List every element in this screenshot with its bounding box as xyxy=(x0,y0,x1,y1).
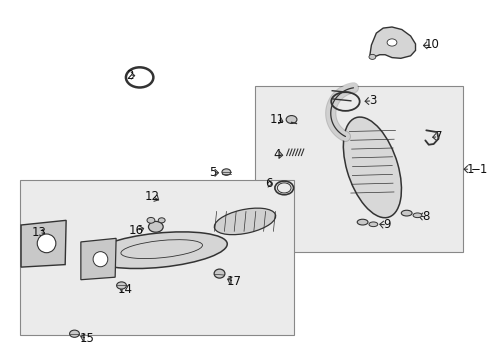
Ellipse shape xyxy=(369,54,376,59)
Ellipse shape xyxy=(343,117,401,218)
Text: −1: −1 xyxy=(470,163,488,176)
Ellipse shape xyxy=(158,218,165,223)
Polygon shape xyxy=(370,27,416,58)
Ellipse shape xyxy=(286,116,297,123)
Ellipse shape xyxy=(357,219,368,225)
Bar xyxy=(20,180,294,335)
Ellipse shape xyxy=(214,208,276,235)
Ellipse shape xyxy=(117,282,126,289)
Ellipse shape xyxy=(148,221,163,232)
Text: 6: 6 xyxy=(265,177,272,190)
Text: 5: 5 xyxy=(209,166,217,179)
Text: 10: 10 xyxy=(425,39,440,51)
Polygon shape xyxy=(81,238,116,280)
Text: 3: 3 xyxy=(368,94,376,107)
Text: 17: 17 xyxy=(227,275,242,288)
Ellipse shape xyxy=(401,210,412,216)
Ellipse shape xyxy=(70,330,79,337)
Text: 9: 9 xyxy=(383,219,391,231)
Text: 15: 15 xyxy=(80,332,95,345)
Ellipse shape xyxy=(93,252,108,267)
Ellipse shape xyxy=(387,39,397,46)
Text: 16: 16 xyxy=(129,224,144,237)
Text: 2: 2 xyxy=(126,69,134,82)
Ellipse shape xyxy=(222,169,231,175)
Text: 12: 12 xyxy=(145,190,159,203)
Text: 8: 8 xyxy=(422,210,430,223)
Ellipse shape xyxy=(91,232,227,269)
Text: 13: 13 xyxy=(32,226,47,239)
Text: 14: 14 xyxy=(118,283,132,296)
Polygon shape xyxy=(21,220,66,267)
Text: 1: 1 xyxy=(466,163,474,176)
Ellipse shape xyxy=(214,269,225,278)
Ellipse shape xyxy=(147,217,155,223)
Ellipse shape xyxy=(369,222,378,227)
Text: 7: 7 xyxy=(435,130,442,143)
Text: 11: 11 xyxy=(270,113,284,126)
Bar xyxy=(255,86,463,252)
Text: 4: 4 xyxy=(273,148,281,161)
Ellipse shape xyxy=(37,234,56,253)
Ellipse shape xyxy=(413,213,422,217)
